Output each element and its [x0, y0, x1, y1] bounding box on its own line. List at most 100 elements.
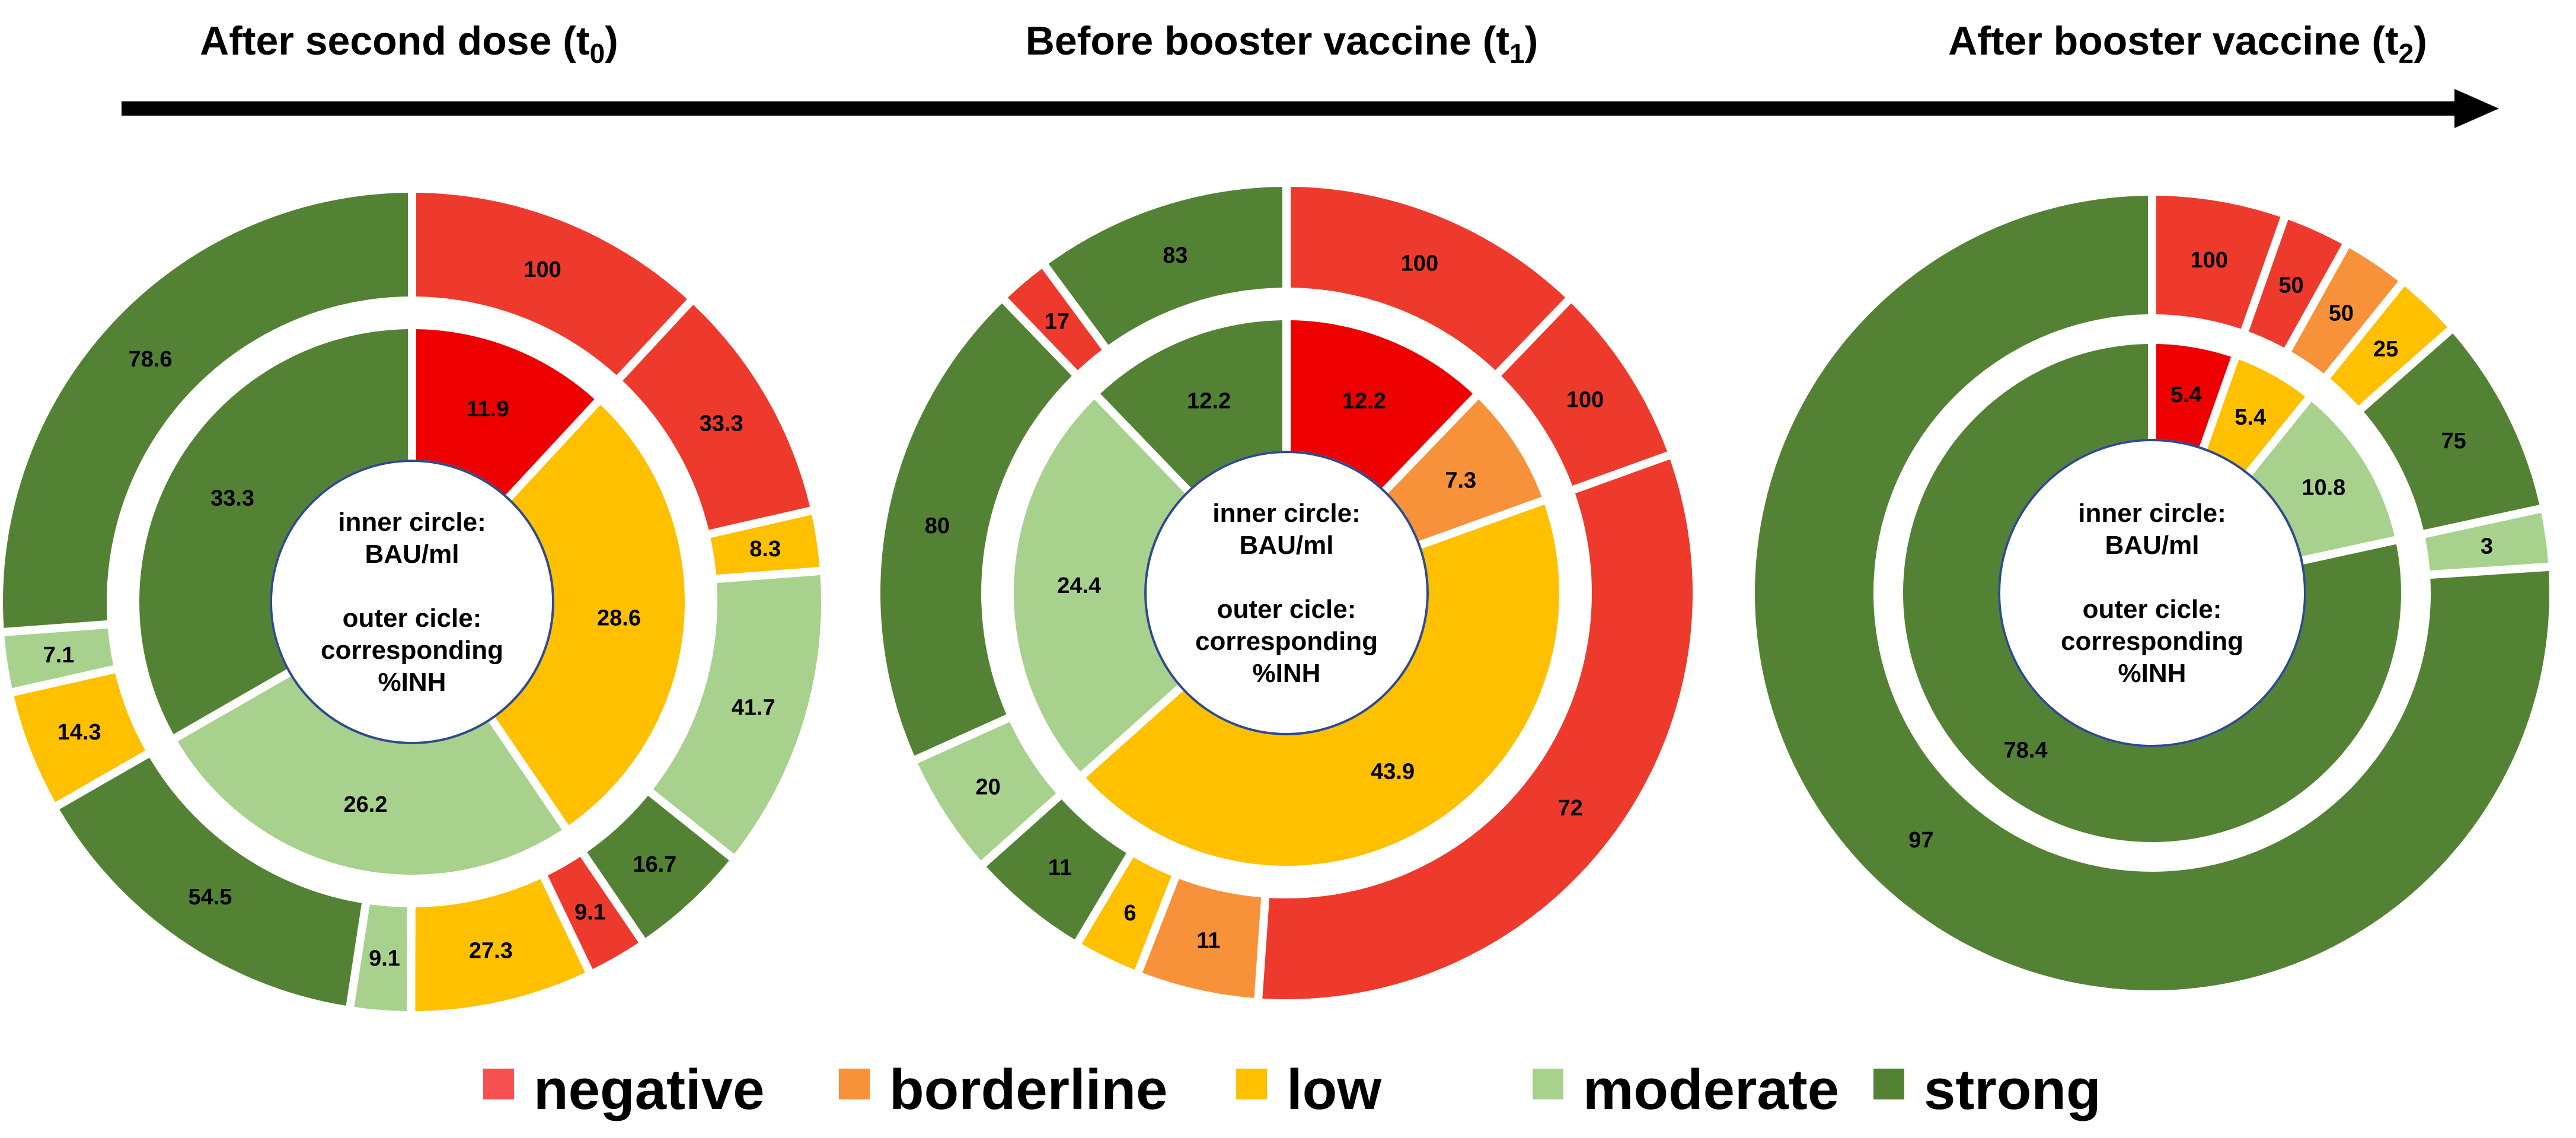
inner-segment-strong — [139, 329, 408, 735]
inner-segment-label: 78.4 — [2004, 738, 2048, 763]
center-text-line: corresponding — [321, 636, 503, 665]
inner-segment-label: 12.2 — [1187, 388, 1231, 413]
legend-label-negative: negative — [534, 1058, 764, 1121]
outer-segment-label: 80 — [925, 514, 950, 538]
outer-segment-borderline — [1142, 879, 1262, 998]
donut-chart-0: 11.9 28.6 26.2 33.3 100 33.3 8.3 41.7 16.7 9.1 27.… — [2, 193, 822, 1011]
inner-segment-label: 43.9 — [1371, 760, 1415, 785]
inner-segment-label: 11.9 — [467, 397, 509, 422]
center-text-line: %INH — [378, 668, 446, 697]
outer-segment-label: 14.3 — [58, 720, 101, 745]
outer-segment-label: 100 — [524, 257, 561, 282]
outer-segment-strong — [880, 303, 1072, 756]
outer-segment-moderate — [653, 575, 822, 855]
outer-segment-label: 33.3 — [700, 412, 743, 436]
legend-group: negative borderline low moderate strong — [483, 1058, 2101, 1121]
outer-segment-moderate — [2425, 512, 2549, 571]
center-text-line: outer cicle: — [1217, 595, 1356, 624]
inner-segment-moderate — [1013, 399, 1185, 772]
outer-segment-label: 27.3 — [469, 939, 513, 964]
legend-label-borderline: borderline — [889, 1058, 1167, 1121]
center-circle — [1998, 439, 2306, 747]
center-text-line: %INH — [1253, 659, 1321, 688]
inner-segment-low — [2207, 359, 2306, 471]
center-text-line: inner circle: — [2078, 499, 2226, 528]
inner-segment-label: 24.4 — [1057, 573, 1101, 598]
outer-segment-label: 20 — [976, 775, 1001, 800]
legend-label-moderate: moderate — [1583, 1058, 1839, 1121]
inner-segment-label: 10.8 — [2302, 475, 2345, 500]
outer-segment-low — [710, 515, 820, 575]
outer-segment-label: 100 — [1401, 251, 1438, 276]
outer-segment-low — [2330, 286, 2447, 406]
outer-segment-low — [14, 673, 146, 802]
outer-segment-label: 75 — [2441, 429, 2466, 454]
center-text-line: inner circle: — [338, 508, 486, 537]
center-text-line: BAU/ml — [1240, 531, 1334, 560]
outer-segment-label: 17 — [1045, 310, 1070, 334]
outer-segment-label: 16.7 — [633, 852, 676, 877]
outer-segment-label: 9.1 — [574, 900, 606, 925]
timeline-arrow-head — [2454, 89, 2499, 128]
inner-segment-moderate — [177, 676, 562, 875]
center-text-line: outer cicle: — [2083, 595, 2222, 624]
center-text-line: corresponding — [1195, 627, 1378, 656]
outer-segment-label: 6 — [1123, 901, 1136, 926]
outer-segment-label: 50 — [2329, 301, 2354, 326]
timeline-arrow — [122, 89, 2499, 128]
center-circle — [270, 460, 554, 744]
inner-segment-label: 5.4 — [2170, 382, 2202, 407]
outer-segment-negative — [1501, 303, 1668, 486]
center-text-line: %INH — [2118, 659, 2186, 688]
outer-segment-moderate — [354, 904, 407, 1011]
outer-segment-negative — [1007, 269, 1102, 371]
outer-segment-label: 25 — [2373, 337, 2398, 362]
inner-segment-label: 28.6 — [597, 605, 641, 630]
inner-segment-strong — [1903, 344, 2401, 842]
legend-swatch-moderate — [1533, 1069, 1563, 1099]
outer-segment-moderate — [918, 722, 1056, 860]
outer-segment-low — [1081, 857, 1172, 970]
outer-segment-low — [415, 879, 585, 1011]
outer-segment-label: 11 — [1048, 856, 1072, 881]
outer-segment-moderate — [4, 628, 114, 688]
inner-segment-label: 7.3 — [1445, 468, 1476, 493]
outer-segment-strong — [986, 799, 1126, 940]
outer-segment-label: 41.7 — [732, 696, 775, 721]
titles-group: After second dose (t0) Before booster vac… — [200, 18, 2427, 69]
outer-segment-label: 11 — [1196, 928, 1220, 953]
outer-segment-negative — [623, 304, 810, 530]
chart-title-2: After booster vaccine (t2) — [1948, 18, 2427, 69]
inner-segment-label: 33.3 — [210, 486, 254, 511]
center-circle — [1144, 451, 1429, 735]
chart-title-0: After second dose (t0) — [200, 18, 618, 69]
inner-segment-label: 12.2 — [1342, 388, 1386, 413]
center-text-line: corresponding — [2061, 627, 2243, 656]
legend-label-low: low — [1287, 1058, 1381, 1121]
outer-segment-negative — [2156, 196, 2281, 329]
outer-segment-strong — [1048, 187, 1283, 345]
outer-segment-negative — [547, 856, 639, 970]
donut-chart-2: 5.4 5.4 10.8 78.4 100 50 50 25 75 3 97 inner circle… — [1755, 196, 2549, 990]
outer-segment-label: 100 — [2191, 248, 2228, 273]
legend-swatch-strong — [1873, 1069, 1904, 1099]
outer-segment-label: 100 — [1566, 388, 1604, 413]
inner-segment-label: 5.4 — [2235, 405, 2266, 430]
legend-swatch-borderline — [839, 1069, 870, 1099]
inner-segment-low — [495, 404, 685, 825]
center-text-line: outer cicle: — [343, 604, 482, 633]
inner-segment-label: 26.2 — [344, 792, 388, 817]
outer-segment-label: 50 — [2278, 273, 2303, 298]
inner-segment-moderate — [2252, 401, 2395, 557]
legend-label-strong: strong — [1924, 1058, 2101, 1121]
inner-segment-negative — [1290, 320, 1473, 488]
outer-segment-label: 9.1 — [369, 946, 400, 971]
outer-segment-label: 97 — [1908, 828, 1933, 853]
outer-segment-borderline — [2291, 248, 2399, 374]
donut-chart-1: 12.2 7.3 43.9 24.4 12.2 100 100 72 11 6 11 20 80 17 83… — [880, 187, 1693, 1000]
inner-segment-negative — [2156, 344, 2232, 447]
outer-segment-negative — [1262, 459, 1693, 1000]
outer-segment-strong — [2364, 333, 2540, 530]
outer-segment-label: 72 — [1557, 796, 1582, 821]
